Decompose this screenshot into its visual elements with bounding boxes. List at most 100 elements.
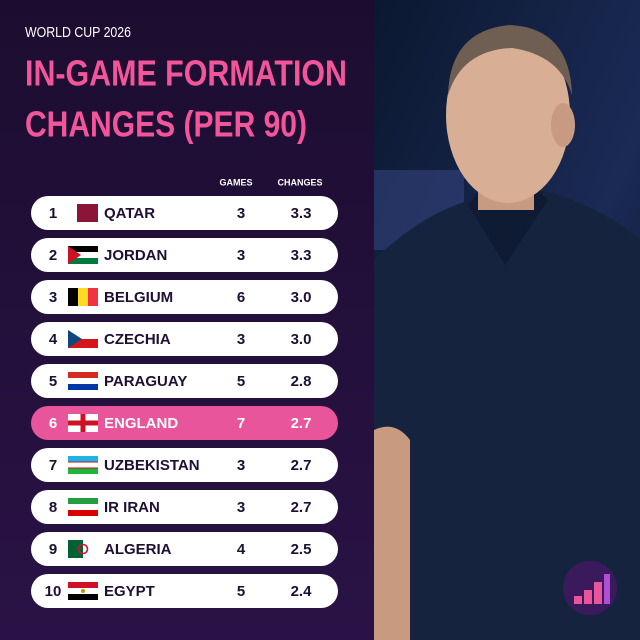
games: 6	[237, 289, 245, 306]
flag	[68, 414, 98, 432]
rank: 3	[49, 289, 57, 306]
flag-part	[68, 540, 83, 558]
flag-part	[68, 246, 98, 252]
flag-part	[68, 594, 98, 600]
table-row: 1 QATAR 3 3.3	[31, 196, 338, 230]
games: 5	[237, 583, 245, 600]
flag-part	[68, 378, 98, 384]
row-background	[31, 364, 338, 398]
row-background	[31, 490, 338, 524]
flag-part	[68, 330, 82, 348]
flag-part	[68, 461, 98, 463]
row-background	[31, 280, 338, 314]
flag-part	[78, 288, 88, 306]
row-background	[31, 448, 338, 482]
games: 3	[237, 205, 245, 222]
logo-pixel	[604, 574, 610, 604]
column-header: GAMES	[219, 177, 252, 187]
title-line: IN-GAME FORMATION	[25, 53, 347, 94]
flag-part	[68, 468, 98, 474]
table: 1 QATAR 3 3.3 2 JORDAN 3 3.3 3 BELGIUM 6 3.0 4 CZECHI…	[31, 196, 338, 608]
flag-part	[68, 456, 98, 462]
changes: 3.3	[291, 205, 312, 222]
country: IR IRAN	[104, 499, 160, 516]
table-row: 10 EGYPT 5 2.4	[31, 574, 338, 608]
row-background	[31, 322, 338, 356]
row-background	[31, 406, 338, 440]
country: EGYPT	[104, 583, 155, 600]
flag-part	[68, 420, 98, 426]
row-background	[31, 196, 338, 230]
games: 3	[237, 457, 245, 474]
table-row: 9 ALGERIA 4 2.5	[31, 532, 338, 566]
kicker: WORLD CUP 2026	[25, 24, 131, 41]
flag-part	[68, 339, 98, 348]
flag-part	[68, 498, 98, 504]
changes: 2.8	[291, 373, 312, 390]
games: 7	[237, 415, 245, 432]
flag	[68, 330, 98, 348]
flag-part	[68, 258, 98, 264]
flag	[68, 372, 98, 390]
rank: 10	[45, 583, 62, 600]
games: 3	[237, 499, 245, 516]
flag-part	[68, 204, 77, 222]
rank: 5	[49, 373, 57, 390]
rank: 7	[49, 457, 57, 474]
head	[446, 27, 570, 203]
flag	[68, 582, 98, 600]
row-background	[31, 574, 338, 608]
games: 4	[237, 541, 246, 558]
logo-pixel	[584, 590, 592, 604]
country: PARAGUAY	[104, 373, 187, 390]
flag-part	[68, 252, 98, 258]
country: QATAR	[104, 205, 155, 222]
flag-part	[68, 330, 98, 339]
flag	[68, 498, 98, 516]
country: BELGIUM	[104, 289, 173, 306]
table-row: 3 BELGIUM 6 3.0	[31, 280, 338, 314]
ear	[551, 103, 575, 147]
table-row: 5 PARAGUAY 5 2.8	[31, 364, 338, 398]
changes: 3.0	[291, 289, 312, 306]
changes: 2.5	[291, 541, 312, 558]
flag-part	[68, 467, 98, 469]
rank: 1	[49, 205, 57, 222]
flag-part	[68, 384, 98, 390]
flag	[68, 288, 98, 306]
arm	[374, 426, 410, 640]
games: 5	[237, 373, 245, 390]
table-row: 2 JORDAN 3 3.3	[31, 238, 338, 272]
rank: 6	[49, 415, 57, 432]
changes: 3.0	[291, 331, 312, 348]
logo-pixel	[594, 582, 602, 604]
flag-part	[68, 288, 78, 306]
table-row: 8 IR IRAN 3 2.7	[31, 490, 338, 524]
hair	[448, 25, 572, 95]
rank: 8	[49, 499, 57, 516]
games: 3	[237, 331, 245, 348]
changes: 2.7	[291, 457, 312, 474]
flag-part	[68, 372, 98, 378]
games: 3	[237, 247, 245, 264]
table-row: 6 ENGLAND 7 2.7	[31, 406, 338, 440]
flag-part	[68, 510, 98, 516]
country: ENGLAND	[104, 415, 178, 432]
logo	[563, 561, 617, 615]
changes: 2.7	[291, 415, 312, 432]
changes: 3.3	[291, 247, 312, 264]
country: UZBEKISTAN	[104, 457, 200, 474]
rank: 4	[49, 331, 58, 348]
rank: 9	[49, 541, 57, 558]
column-header: CHANGES	[277, 177, 322, 187]
table-row: 7 UZBEKISTAN 3 2.7	[31, 448, 338, 482]
flag-part	[83, 540, 98, 558]
country: ALGERIA	[104, 541, 172, 558]
flag-part	[77, 543, 89, 555]
country: CZECHIA	[104, 331, 171, 348]
flag	[68, 456, 98, 474]
logo-pixel	[574, 596, 582, 604]
flag	[68, 246, 98, 264]
